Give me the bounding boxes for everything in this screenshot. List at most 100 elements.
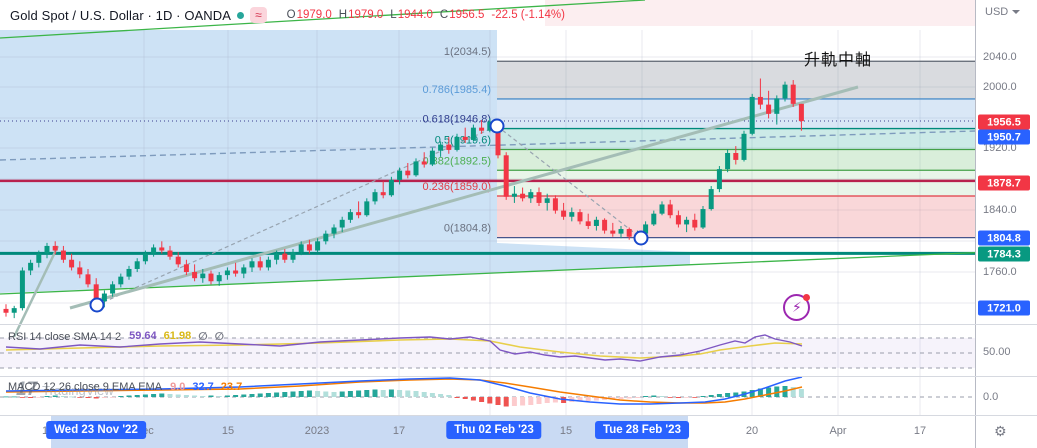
candle-body: [577, 212, 583, 222]
trend-line[interactable]: [0, 130, 976, 161]
symbol-title[interactable]: Gold Spot / U.S. Dollar · 1D · OANDA: [10, 7, 232, 23]
drawing-anchor[interactable]: [89, 297, 105, 313]
candle-body: [479, 127, 485, 131]
macd-histogram-bar: [544, 397, 550, 403]
trend-line[interactable]: [12, 245, 60, 338]
trend-line[interactable]: [0, 249, 1037, 295]
candle-body: [36, 253, 42, 263]
rsi-sma-line: [5, 338, 803, 359]
macd-histogram-bar: [101, 397, 107, 398]
candle-body: [159, 247, 165, 251]
macd-histogram-bar: [3, 396, 9, 398]
macd-histogram-bar: [28, 397, 34, 398]
fib-level-label: 1(2034.5): [444, 46, 491, 58]
macd-histogram-bar: [528, 397, 534, 405]
candle-body: [470, 127, 476, 140]
macd-histogram-bar: [470, 397, 476, 401]
time-axis-label: 15: [559, 425, 573, 437]
candle-body: [552, 198, 558, 211]
macd-histogram-bar: [725, 393, 731, 397]
macd-values: 9.0 32.7 23.7: [170, 381, 242, 393]
rsi-value: 59.64: [129, 330, 157, 342]
macd-histogram-bar: [77, 397, 83, 398]
tradingview-logo-icon: 17: [16, 379, 38, 400]
candle-body: [462, 136, 468, 140]
macd-legend[interactable]: MACD 12 26 close 9 EMA EMA 9.0 32.7 23.7: [8, 381, 242, 393]
macd-histogram-bar: [659, 396, 665, 397]
macd-histogram-bar: [380, 390, 386, 397]
price-axis-badge: 1950.7: [978, 129, 1030, 145]
time-axis-date-badge: Thu 02 Feb '23: [446, 421, 542, 439]
candle-body: [315, 241, 321, 251]
macd-histogram-bar: [36, 397, 42, 398]
candle-body: [380, 192, 386, 196]
macd-histogram-bar: [192, 395, 198, 397]
candle-body: [52, 245, 58, 251]
axis-settings-icon[interactable]: ⚙: [994, 423, 1007, 439]
candle-body: [151, 247, 157, 254]
pane-separator[interactable]: [0, 324, 1037, 325]
candle-body: [306, 244, 312, 251]
symbol-legend[interactable]: Gold Spot / U.S. Dollar · 1D · OANDA ≈ O…: [10, 7, 565, 23]
candle-body: [175, 256, 181, 265]
candle-body: [528, 192, 534, 199]
candle-body: [93, 284, 99, 302]
candle-body: [667, 204, 673, 216]
macd-histogram-bar: [216, 396, 222, 397]
fib-zone: [497, 98, 975, 129]
candle-body: [134, 261, 140, 269]
candle-body: [675, 215, 681, 225]
macd-histogram-bar: [708, 395, 714, 397]
macd-histogram-bar: [651, 395, 657, 397]
candle-body: [438, 144, 444, 151]
trend-line[interactable]: [69, 85, 859, 310]
candle-body: [610, 230, 616, 234]
time-axis-label: 17: [392, 425, 406, 437]
rsi-legend[interactable]: RSI 14 close SMA 14 2 59.64 61.98 ∅ ∅: [8, 330, 224, 343]
approx-price-icon: ≈: [250, 7, 267, 23]
ohlc-item: C 1956.5: [439, 9, 485, 21]
market-status-icon: [237, 11, 245, 19]
macd-histogram-bar: [429, 393, 435, 397]
macd-histogram-bar: [159, 393, 165, 397]
macd-title[interactable]: MACD 12 26 close 9 EMA EMA: [8, 381, 163, 393]
macd-histogram-bar: [405, 390, 411, 397]
price-axis-badge: 1804.8: [978, 230, 1030, 246]
macd-histogram-bar: [503, 397, 509, 407]
currency-dropdown[interactable]: USD: [985, 6, 1021, 18]
drawing-anchor[interactable]: [633, 230, 649, 246]
rsi-title[interactable]: RSI 14 close SMA 14 2: [8, 330, 122, 343]
currency-label: USD: [985, 6, 1009, 18]
macd-histogram-bar: [323, 391, 329, 397]
macd-histogram-bar: [446, 395, 452, 397]
time-axis-highlight: [51, 416, 688, 448]
macd-histogram-bar: [511, 397, 517, 406]
macd-histogram-bar: [577, 397, 583, 402]
candle-body: [561, 210, 567, 217]
candle-body: [110, 284, 116, 294]
macd-histogram-bar: [52, 395, 58, 397]
pane-separator[interactable]: [0, 376, 1037, 377]
candle-body: [429, 150, 435, 165]
drawing-anchor[interactable]: [489, 118, 505, 134]
macd-histogram-bar: [339, 391, 345, 397]
time-axis-date-badge: Wed 23 Nov '22: [46, 421, 146, 439]
candle-body: [757, 96, 763, 105]
candle-body: [282, 253, 288, 260]
instant-trading-icon[interactable]: ⚡: [783, 294, 810, 321]
chart-text-annotation[interactable]: 升軌中軸: [804, 52, 873, 69]
trend-line[interactable]: [496, 125, 642, 239]
candle-body: [44, 245, 50, 254]
candle-body: [585, 221, 591, 226]
price-axis[interactable]: USD 2040.0 2000.0 1920.0 1840.0 1760.0 50.00 0…: [975, 0, 1037, 448]
macd-histogram-bar: [520, 397, 526, 406]
macd-histogram-bar: [716, 394, 722, 397]
candle-body: [716, 169, 722, 190]
trend-line[interactable]: [0, 0, 646, 39]
macd-histogram-bar: [593, 397, 599, 401]
candle-body: [700, 209, 706, 228]
macd-histogram-bar: [438, 394, 444, 397]
